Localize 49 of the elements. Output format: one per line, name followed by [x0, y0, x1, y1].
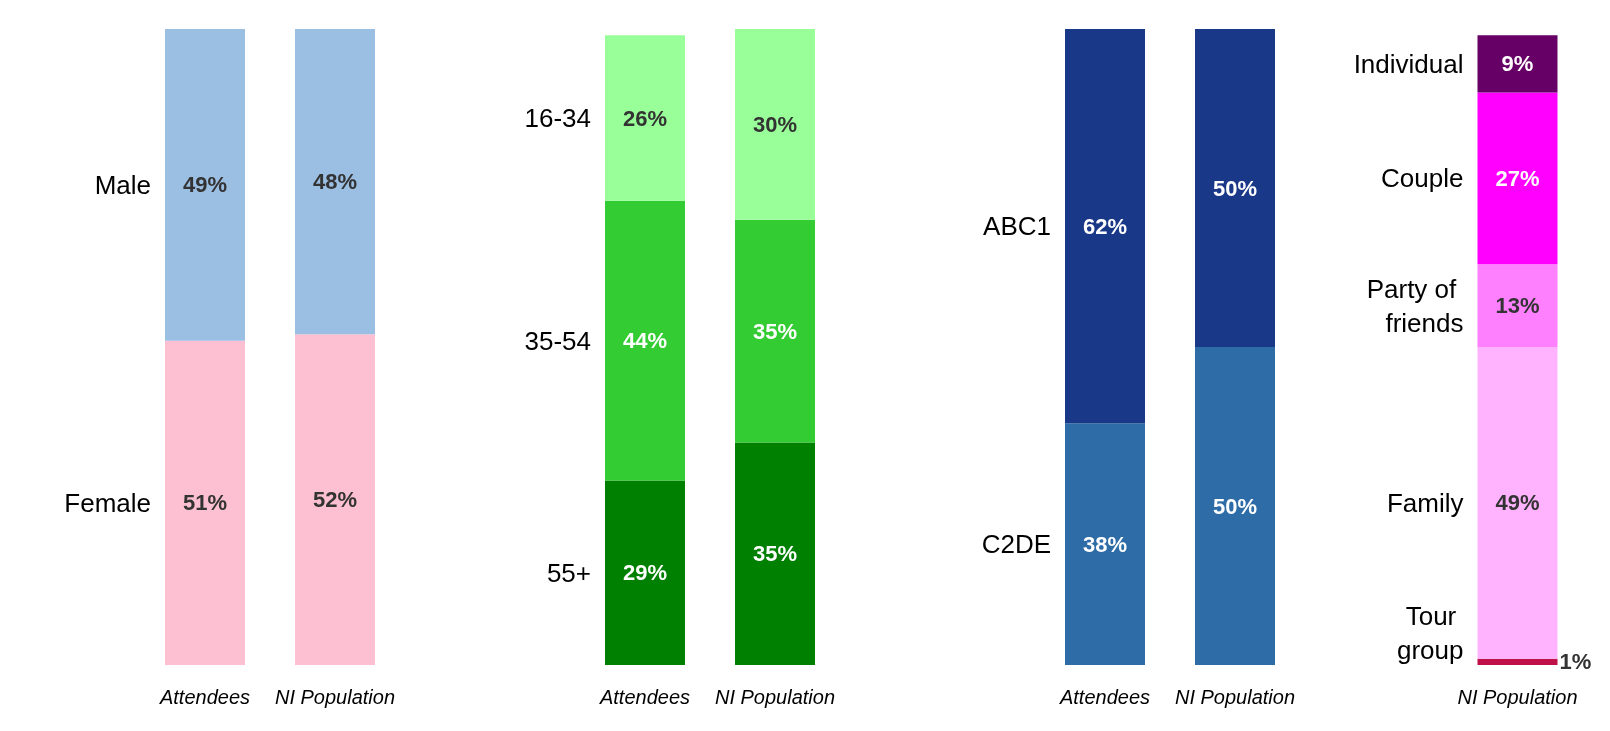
series-label: Tour group	[1397, 601, 1464, 665]
bar	[605, 35, 685, 201]
series-label: Individual	[1353, 48, 1464, 79]
bar	[735, 219, 815, 443]
data-label: 48%	[312, 169, 358, 195]
data-label: 44%	[622, 328, 668, 354]
data-label: 49%	[182, 172, 228, 198]
bar	[1477, 347, 1558, 659]
bar	[735, 442, 815, 665]
data-label: 52%	[312, 487, 358, 513]
data-label: 13%	[1495, 293, 1540, 319]
x-tick-label: NI Population	[714, 686, 836, 708]
x-tick-label: Attendees	[1058, 686, 1151, 708]
data-label: 62%	[1082, 213, 1128, 239]
x-tick-label: NI Population	[1457, 686, 1578, 708]
data-label: 50%	[1212, 493, 1258, 519]
bar	[1477, 92, 1558, 265]
series-label: Family	[1386, 487, 1464, 518]
bar	[1477, 35, 1558, 93]
series-label: Female	[64, 487, 151, 518]
bar	[1477, 264, 1558, 347]
series-label: Male	[94, 169, 151, 200]
series-label: 55+	[546, 557, 591, 588]
x-tick-label: NI Population	[274, 686, 396, 708]
series-label: 16-34	[524, 103, 591, 134]
data-label: 49%	[1495, 490, 1540, 516]
data-label: 9%	[1501, 51, 1534, 77]
series-label: C2DE	[981, 529, 1051, 560]
data-label: 26%	[622, 105, 668, 131]
data-label: 35%	[752, 541, 798, 567]
data-label: 35%	[752, 318, 798, 344]
series-label: Party of friends	[1366, 273, 1464, 338]
data-label: 38%	[1082, 531, 1128, 557]
data-label: 29%	[622, 560, 668, 586]
bar	[1477, 658, 1558, 665]
data-label: 51%	[182, 490, 228, 516]
data-label: 30%	[752, 111, 798, 137]
x-tick-label: Attendees	[158, 686, 251, 708]
data-label: 27%	[1495, 165, 1540, 191]
data-label: 50%	[1212, 175, 1258, 201]
x-tick-label: Attendees	[598, 686, 691, 708]
data-label: 1%	[1559, 649, 1592, 675]
bar	[735, 29, 815, 220]
series-label: Couple	[1381, 163, 1464, 194]
series-label: 35-54	[524, 325, 591, 356]
bar	[605, 200, 685, 481]
bar	[605, 480, 685, 665]
series-label: ABC1	[983, 211, 1051, 242]
x-tick-label: NI Population	[1174, 686, 1296, 708]
